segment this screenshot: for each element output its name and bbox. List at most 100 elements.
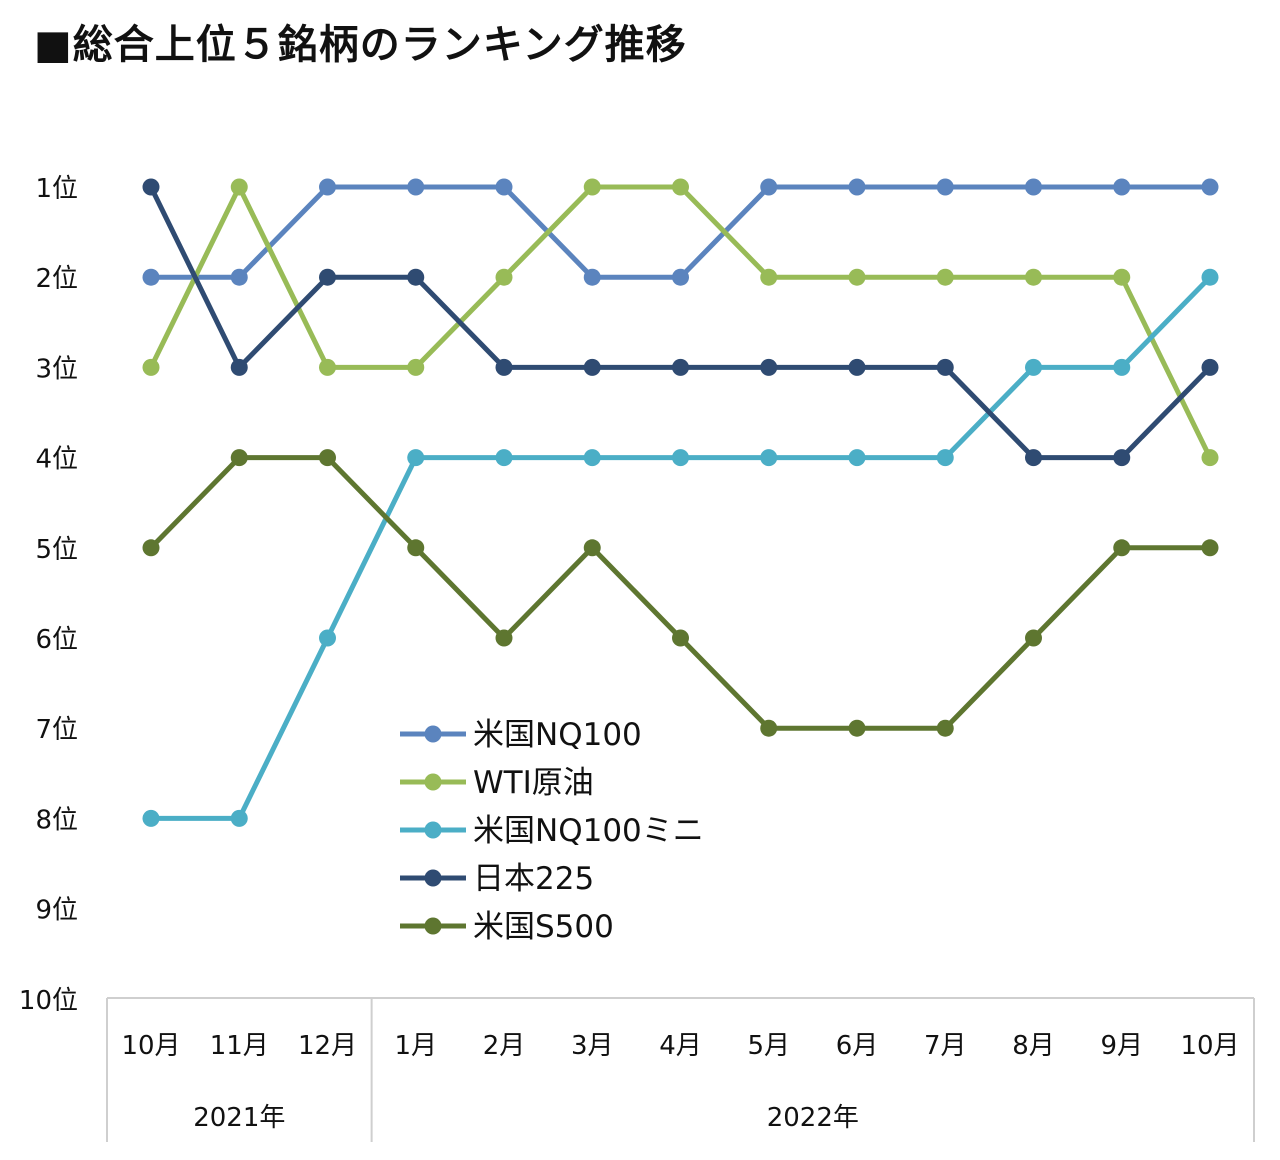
- data-point: [230, 178, 248, 196]
- data-point: [1113, 539, 1131, 557]
- legend-item: 米国NQ100ミニ: [400, 813, 704, 849]
- x-tick-label: 11月: [210, 1031, 269, 1061]
- data-point: [1113, 268, 1131, 286]
- data-point: [583, 539, 601, 557]
- x-tick-label: 8月: [1012, 1031, 1055, 1061]
- data-point: [1201, 449, 1219, 467]
- data-point: [1201, 178, 1219, 196]
- data-point: [230, 809, 248, 827]
- data-point: [583, 449, 601, 467]
- data-point: [1025, 358, 1042, 376]
- data-point: [319, 358, 336, 376]
- legend-swatch-marker: [424, 917, 442, 935]
- x-tick-label: 2月: [483, 1031, 526, 1061]
- data-point: [407, 358, 425, 376]
- data-point: [407, 178, 425, 196]
- data-point: [760, 449, 778, 467]
- data-point: [936, 358, 954, 376]
- data-point: [583, 268, 601, 286]
- y-tick-label: 1位: [35, 174, 78, 204]
- data-point: [1025, 178, 1042, 196]
- data-point: [319, 449, 336, 467]
- data-point: [142, 178, 160, 196]
- legend-label: WTI原油: [473, 765, 594, 801]
- data-point: [672, 449, 689, 467]
- data-point: [760, 719, 778, 737]
- y-tick-label: 8位: [35, 805, 78, 835]
- legend-swatch-marker: [424, 821, 442, 839]
- data-point: [1025, 268, 1042, 286]
- data-point: [583, 178, 601, 196]
- data-point: [672, 268, 689, 286]
- series-group: [142, 178, 1219, 467]
- x-tick-label: 12月: [298, 1031, 357, 1061]
- y-tick-label: 10位: [19, 986, 78, 1016]
- series-group: [142, 178, 1219, 467]
- series-group: [142, 178, 1219, 286]
- data-point: [848, 268, 866, 286]
- legend-item: WTI原油: [400, 765, 594, 801]
- data-point: [848, 178, 866, 196]
- data-point: [936, 178, 954, 196]
- series-line: [148, 184, 1213, 461]
- x-group-label: 2021年: [193, 1103, 285, 1133]
- legend-label: 米国NQ100: [473, 717, 642, 753]
- data-point: [495, 358, 513, 376]
- data-point: [1025, 629, 1042, 647]
- x-tick-label: 3月: [571, 1031, 614, 1061]
- data-point: [672, 629, 689, 647]
- data-point: [407, 539, 425, 557]
- series-line: [148, 184, 1213, 461]
- data-point: [760, 358, 778, 376]
- data-point: [407, 268, 425, 286]
- data-point: [936, 719, 954, 737]
- y-tick-label: 4位: [35, 445, 78, 475]
- legend-swatch-marker: [424, 773, 442, 791]
- legend-label: 米国NQ100ミニ: [473, 813, 704, 849]
- data-point: [1113, 449, 1131, 467]
- x-tick-label: 4月: [659, 1031, 702, 1061]
- data-point: [1201, 268, 1219, 286]
- x-tick-label: 5月: [747, 1031, 790, 1061]
- data-point: [1113, 178, 1131, 196]
- y-tick-label: 5位: [35, 535, 78, 565]
- y-tick-label: 9位: [35, 896, 78, 926]
- data-point: [760, 178, 778, 196]
- data-point: [583, 358, 601, 376]
- y-tick-label: 3位: [35, 354, 78, 384]
- data-point: [407, 449, 425, 467]
- data-point: [1201, 358, 1219, 376]
- legend-item: 米国NQ100: [400, 717, 642, 753]
- series-group: [142, 449, 1219, 737]
- chart-title: ■総合上位５銘柄のランキング推移: [34, 22, 687, 68]
- legend-item: 米国S500: [400, 909, 614, 945]
- data-point: [672, 358, 689, 376]
- y-tick-label: 6位: [35, 625, 78, 655]
- data-point: [1025, 449, 1042, 467]
- data-point: [142, 539, 160, 557]
- data-point: [230, 358, 248, 376]
- series-line: [148, 455, 1213, 731]
- legend-label: 米国S500: [473, 909, 614, 945]
- legend-swatch-marker: [424, 869, 442, 887]
- x-tick-label: 6月: [836, 1031, 879, 1061]
- data-point: [1201, 539, 1219, 557]
- data-point: [319, 268, 336, 286]
- data-point: [495, 629, 513, 647]
- series-layer: [142, 178, 1219, 827]
- x-tick-label: 10月: [1180, 1031, 1239, 1061]
- data-point: [230, 268, 248, 286]
- x-tick-label: 1月: [394, 1031, 437, 1061]
- data-point: [142, 268, 160, 286]
- series-group: [142, 268, 1219, 827]
- data-point: [495, 268, 513, 286]
- data-point: [319, 629, 336, 647]
- data-point: [936, 449, 954, 467]
- x-tick-label: 7月: [924, 1031, 967, 1061]
- x-tick-label: 10月: [121, 1031, 180, 1061]
- data-point: [672, 178, 689, 196]
- data-point: [142, 358, 160, 376]
- data-point: [495, 178, 513, 196]
- data-point: [936, 268, 954, 286]
